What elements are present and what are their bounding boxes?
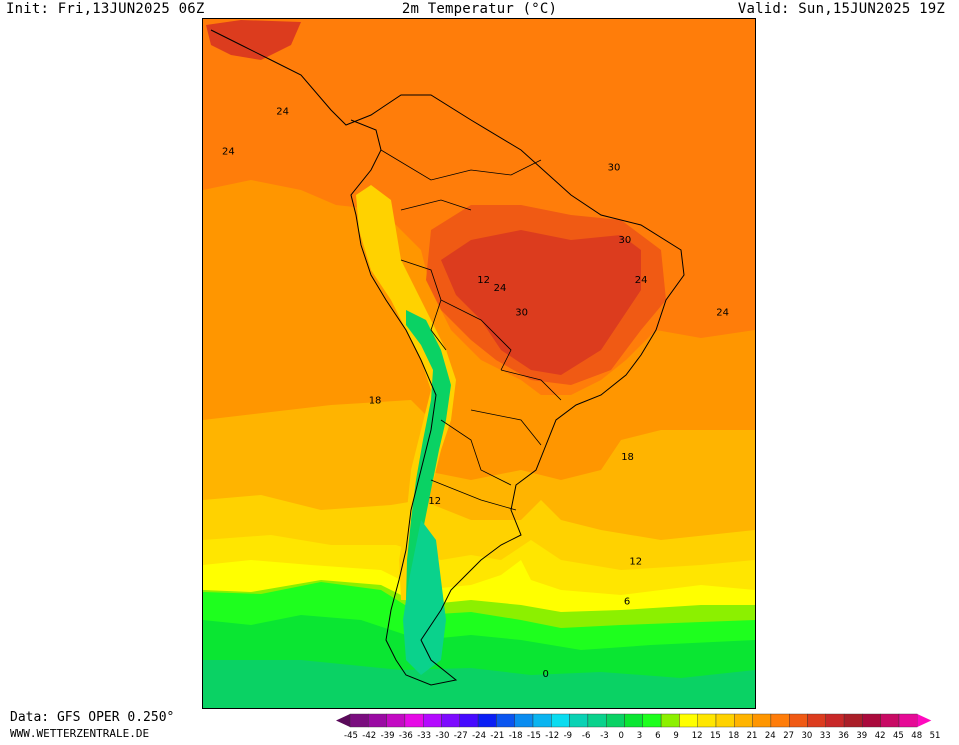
legend-tick-label: 15 bbox=[710, 731, 721, 741]
contour-label: 24 bbox=[222, 147, 235, 158]
legend-tick-label: 45 bbox=[893, 731, 904, 741]
contour-label: 30 bbox=[608, 163, 621, 174]
legend-tick-label: -9 bbox=[564, 731, 572, 741]
legend-tick-label: 12 bbox=[692, 731, 703, 741]
coastline bbox=[210, 29, 685, 686]
temp-band-minus3-0 bbox=[203, 660, 755, 708]
legend-tick-label: -21 bbox=[490, 731, 504, 741]
legend-swatch bbox=[679, 713, 698, 728]
contour-label: 18 bbox=[369, 396, 382, 407]
contour-label: 6 bbox=[624, 597, 630, 608]
legend-swatch bbox=[386, 713, 406, 728]
legend-tick-label: 21 bbox=[747, 731, 758, 741]
legend-swatch bbox=[880, 713, 900, 728]
legend-tick-label: -36 bbox=[399, 731, 413, 741]
legend-tick-label: 36 bbox=[838, 731, 849, 741]
contour-label: 24 bbox=[276, 106, 289, 117]
contour-label: 24 bbox=[635, 275, 648, 286]
legend-tick-label: 39 bbox=[856, 731, 867, 741]
legend-arrow-high bbox=[917, 714, 932, 727]
legend-tick-label: -27 bbox=[454, 731, 468, 741]
legend-swatch bbox=[606, 713, 625, 728]
contour-label: 12 bbox=[428, 496, 441, 507]
legend-tick-label: -15 bbox=[527, 731, 541, 741]
contour-label: 24 bbox=[716, 307, 729, 318]
legend-swatch bbox=[496, 713, 515, 728]
legend-arrow-low bbox=[336, 714, 350, 727]
legend-swatch bbox=[624, 713, 643, 728]
legend-swatch bbox=[477, 713, 497, 728]
legend-tick-label: -30 bbox=[436, 731, 450, 741]
legend-tick-label: -12 bbox=[545, 731, 559, 741]
legend-tick-label: 6 bbox=[655, 731, 660, 741]
legend-swatch bbox=[422, 713, 442, 728]
legend-swatch bbox=[825, 713, 845, 728]
legend-swatch bbox=[569, 713, 589, 728]
legend-tick-label: -42 bbox=[362, 731, 376, 741]
legend-tick-label: 24 bbox=[765, 731, 776, 741]
legend-swatch bbox=[368, 713, 387, 728]
legend-tick-label: -39 bbox=[381, 731, 395, 741]
legend-swatch bbox=[404, 713, 424, 728]
legend-swatch bbox=[752, 713, 772, 728]
legend-tick-label: 30 bbox=[802, 731, 813, 741]
contour-label: 12 bbox=[629, 556, 642, 567]
legend-tick-label: -24 bbox=[472, 731, 486, 741]
legend-swatch bbox=[441, 713, 460, 728]
init-time-label: Init: Fri,13JUN2025 06Z bbox=[6, 1, 205, 17]
contour-label: 30 bbox=[619, 235, 632, 246]
contour-label: 30 bbox=[515, 307, 528, 318]
contour-label: 24 bbox=[494, 283, 507, 294]
legend-tick-label: -6 bbox=[582, 731, 590, 741]
legend-tick-label: 9 bbox=[673, 731, 678, 741]
legend-tick-label: 3 bbox=[637, 731, 642, 741]
contour-label: 12 bbox=[477, 275, 490, 286]
legend-tick-label: 51 bbox=[930, 731, 941, 741]
legend-swatch bbox=[551, 713, 570, 728]
legend-swatch bbox=[898, 713, 918, 728]
legend-swatch bbox=[770, 713, 790, 728]
country-borders bbox=[380, 149, 562, 511]
legend-swatch bbox=[532, 713, 552, 728]
legend-swatch bbox=[807, 713, 826, 728]
legend-swatch bbox=[697, 713, 717, 728]
website-label: WWW.WETTERZENTRALE.DE bbox=[10, 727, 150, 740]
temperature-map: 24 24 30 30 12 24 30 24 24 18 18 12 12 6 0 bbox=[202, 18, 756, 709]
andes-green-strip bbox=[406, 310, 451, 600]
legend-swatch bbox=[789, 713, 808, 728]
legend-swatch bbox=[715, 713, 735, 728]
legend-swatch bbox=[642, 713, 662, 728]
legend-tick-label: 18 bbox=[728, 731, 739, 741]
legend-tick-label: -33 bbox=[417, 731, 431, 741]
legend-tick-label: 33 bbox=[820, 731, 831, 741]
map-title: 2m Temperatur (°C) bbox=[401, 1, 558, 17]
legend-swatch bbox=[349, 713, 369, 728]
legend-tick-label: -18 bbox=[509, 731, 523, 741]
data-source-label: Data: GFS OPER 0.250° bbox=[10, 710, 175, 725]
legend-tick-label: 0 bbox=[619, 731, 624, 741]
legend-tick-label: -45 bbox=[344, 731, 358, 741]
color-legend: -45 -42 -39 -36 -33 -30 -27 -24 -21 -18 -15 -12 -9 -6… bbox=[336, 712, 956, 741]
legend-swatch bbox=[587, 713, 607, 728]
legend-swatch bbox=[459, 713, 479, 728]
legend-swatch bbox=[514, 713, 534, 728]
contour-label: 18 bbox=[621, 452, 634, 463]
legend-swatch bbox=[843, 713, 863, 728]
legend-tick-label: 42 bbox=[875, 731, 886, 741]
legend-swatch bbox=[734, 713, 753, 728]
contour-label: 0 bbox=[543, 669, 549, 680]
legend-swatch bbox=[660, 713, 680, 728]
temp-band-central-america bbox=[206, 20, 301, 60]
legend-tick-label: 48 bbox=[911, 731, 922, 741]
legend-tick-label: 27 bbox=[783, 731, 794, 741]
legend-swatch bbox=[862, 713, 881, 728]
andes-teal-patch bbox=[403, 520, 446, 675]
temp-band-30-33 bbox=[441, 230, 641, 375]
legend-tick-label: -3 bbox=[600, 731, 608, 741]
valid-time-label: Valid: Sun,15JUN2025 19Z bbox=[737, 1, 945, 17]
